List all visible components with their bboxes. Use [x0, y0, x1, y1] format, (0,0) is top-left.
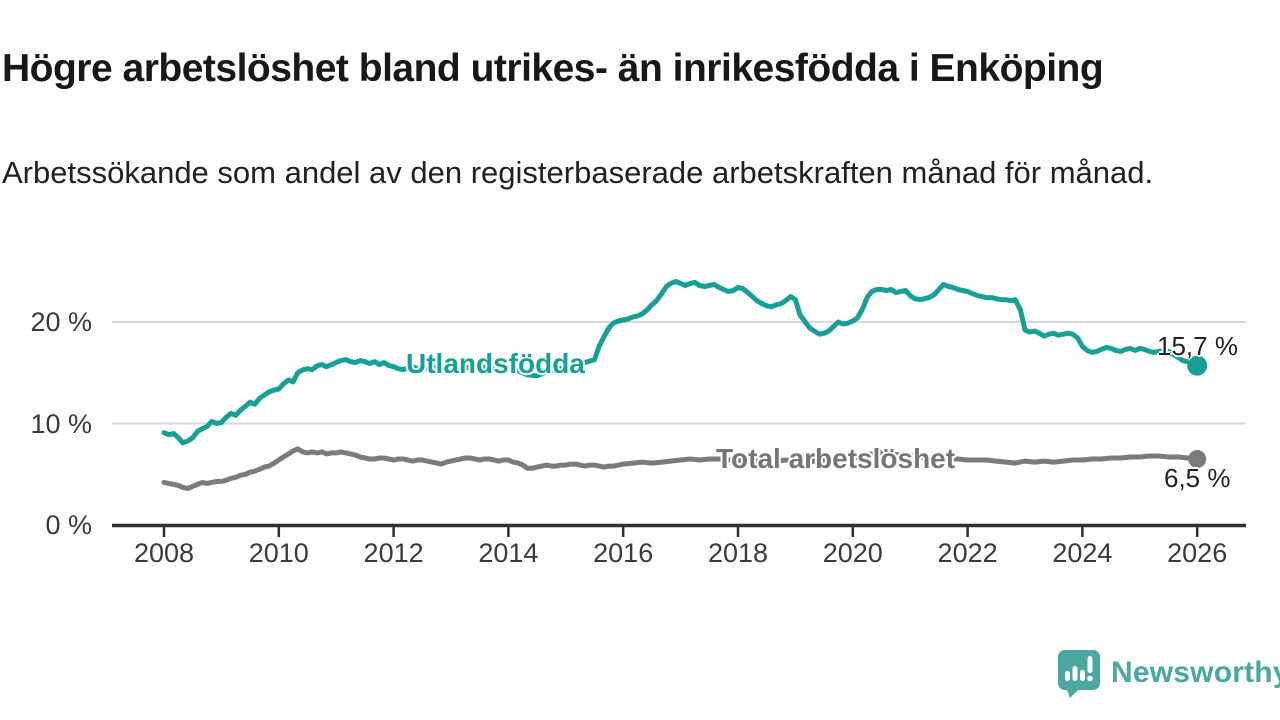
x-axis-tick-label: 2026: [1167, 538, 1228, 568]
y-axis-tick-label: 0 %: [45, 510, 92, 540]
series-label-utlandsfodda: Utlandsfödda: [406, 348, 585, 379]
y-axis-tick-label: 10 %: [30, 408, 92, 439]
x-axis-tick-label: 2012: [363, 538, 424, 568]
series-label-total-arbetsloshet: Total arbetslöshet: [716, 443, 956, 474]
chart-subtitle: Arbetssökande som andel av den registerb…: [2, 155, 1154, 190]
x-axis-tick-label: 2008: [133, 538, 195, 568]
x-axis-tick-label: 2018: [707, 538, 769, 568]
newsworthy-logo: Newsworthy: [1056, 647, 1280, 699]
x-axis-tick-label: 2022: [937, 538, 998, 568]
x-axis-tick-label: 2010: [248, 538, 309, 568]
x-axis-tick-label: 2024: [1052, 538, 1113, 568]
newsworthy-wordmark: Newsworthy: [1111, 656, 1280, 689]
y-axis-tick-label: 20 %: [30, 307, 92, 337]
x-axis-tick-label: 2014: [478, 538, 539, 568]
x-axis-tick-label: 2016: [593, 538, 654, 568]
newsworthy-bar-chart-bubble-icon: [1058, 650, 1100, 698]
chart-title: Högre arbetslöshet bland utrikes- än inr…: [2, 47, 1104, 91]
end-value-label-utlandsfodda: 15,7 %: [1157, 331, 1238, 361]
end-value-label-total: 6,5 %: [1164, 463, 1231, 493]
x-axis-tick-label: 2020: [822, 538, 883, 568]
